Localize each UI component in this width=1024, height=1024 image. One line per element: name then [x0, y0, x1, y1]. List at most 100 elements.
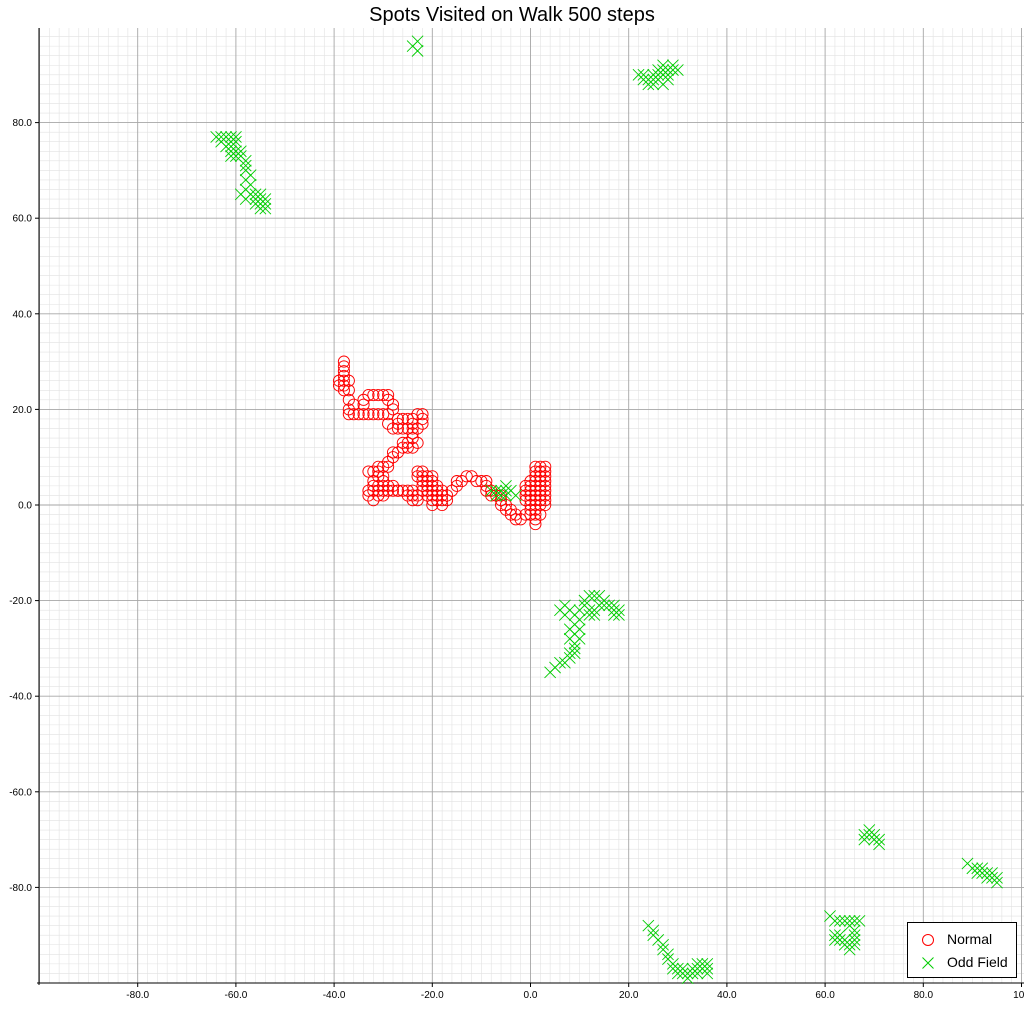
- data-point-normal: [396, 484, 409, 497]
- data-point-odd-field: [991, 871, 1003, 884]
- data-point-odd-field: [225, 150, 237, 162]
- data-point-normal: [391, 417, 404, 430]
- y-tick-label: 60.0: [13, 214, 33, 225]
- data-point-normal: [337, 379, 350, 392]
- data-point-normal: [411, 465, 424, 478]
- data-point-odd-field: [558, 609, 571, 621]
- data-point-normal: [362, 465, 375, 478]
- data-point-normal: [382, 455, 395, 469]
- data-point-normal: [391, 484, 404, 497]
- data-point-normal: [416, 408, 429, 421]
- data-point-normal: [431, 489, 444, 502]
- data-point-normal: [416, 470, 429, 483]
- data-point-normal: [421, 475, 434, 488]
- data-point-normal: [337, 374, 350, 387]
- data-point-normal: [524, 479, 537, 492]
- data-point-normal: [386, 484, 400, 497]
- data-point-normal: [529, 503, 542, 516]
- data-point-normal: [534, 479, 547, 492]
- data-point-normal: [529, 498, 542, 512]
- data-point-normal: [367, 408, 380, 421]
- data-point-normal: [524, 498, 537, 512]
- data-point-normal: [534, 460, 547, 473]
- data-point-odd-field: [612, 609, 625, 621]
- data-point-normal: [406, 489, 419, 502]
- legend-circle-icon: [922, 934, 934, 946]
- data-point-normal: [367, 475, 380, 488]
- data-point-normal: [431, 484, 444, 497]
- data-point-normal: [475, 475, 488, 488]
- data-point-normal: [406, 484, 419, 497]
- data-point-odd-field: [701, 962, 714, 975]
- data-point-odd-field: [848, 938, 861, 951]
- data-point-odd-field: [833, 929, 846, 942]
- legend-label-odd-field: Odd Field: [947, 954, 1008, 970]
- data-point-normal: [386, 446, 400, 459]
- data-point-normal: [357, 408, 370, 421]
- data-point-normal: [362, 389, 375, 402]
- data-point-odd-field: [509, 489, 522, 502]
- data-point-normal: [362, 408, 375, 421]
- x-tick-label: 80.0: [914, 990, 934, 1001]
- y-tick-label: -80.0: [9, 883, 32, 894]
- data-point-normal: [534, 494, 547, 507]
- data-point-normal: [396, 436, 409, 449]
- data-point-odd-field: [254, 188, 267, 201]
- data-point-normal: [377, 489, 390, 502]
- data-point-odd-field: [239, 154, 252, 167]
- data-point-normal: [436, 498, 449, 512]
- data-point-odd-field: [215, 131, 228, 143]
- data-point-normal: [539, 489, 552, 502]
- data-point-normal: [391, 412, 404, 426]
- data-point-normal: [416, 475, 429, 488]
- data-point-normal: [426, 498, 439, 512]
- data-point-normal: [411, 422, 424, 435]
- data-point-normal: [367, 389, 380, 402]
- data-point-normal: [534, 498, 547, 512]
- data-point-normal: [382, 393, 395, 406]
- data-point-normal: [347, 408, 360, 421]
- data-point-normal: [332, 379, 346, 392]
- data-point-normal: [386, 479, 400, 492]
- data-point-odd-field: [593, 599, 606, 612]
- data-point-normal: [436, 494, 449, 507]
- data-point-normal: [382, 389, 395, 402]
- data-point-normal: [470, 475, 483, 488]
- data-point-odd-field: [229, 131, 242, 143]
- data-point-normal: [386, 451, 400, 464]
- data-point-normal: [406, 417, 419, 430]
- data-point-odd-field: [701, 967, 714, 980]
- data-point-normal: [367, 465, 380, 478]
- y-tick-label: 40.0: [13, 309, 33, 320]
- data-point-odd-field: [259, 202, 272, 215]
- data-point-normal: [529, 494, 542, 507]
- data-point-normal: [534, 475, 547, 488]
- data-point-odd-field: [671, 64, 684, 76]
- data-point-normal: [411, 408, 424, 421]
- data-point-normal: [411, 436, 424, 449]
- data-point-normal: [342, 374, 355, 387]
- data-point-normal: [421, 470, 434, 483]
- data-point-odd-field: [554, 656, 566, 669]
- data-point-normal: [529, 513, 542, 526]
- data-point-normal: [372, 389, 385, 402]
- data-point-normal: [416, 479, 429, 492]
- data-point-normal: [436, 484, 449, 497]
- data-point-normal: [337, 355, 350, 368]
- data-point-normal: [372, 460, 385, 473]
- data-point-normal: [455, 475, 468, 488]
- data-point-odd-field: [411, 35, 424, 48]
- data-point-odd-field: [657, 938, 669, 951]
- data-point-normal: [450, 479, 463, 492]
- data-point-normal: [342, 408, 355, 421]
- data-point-normal: [357, 393, 370, 406]
- data-point-odd-field: [843, 919, 856, 932]
- data-point-normal: [499, 498, 513, 512]
- y-tick-label: -20.0: [9, 596, 32, 607]
- data-point-normal: [357, 398, 370, 411]
- data-point-normal: [416, 465, 429, 478]
- data-point-odd-field: [583, 604, 596, 617]
- data-point-odd-field: [873, 838, 886, 851]
- data-point-normal: [524, 508, 537, 521]
